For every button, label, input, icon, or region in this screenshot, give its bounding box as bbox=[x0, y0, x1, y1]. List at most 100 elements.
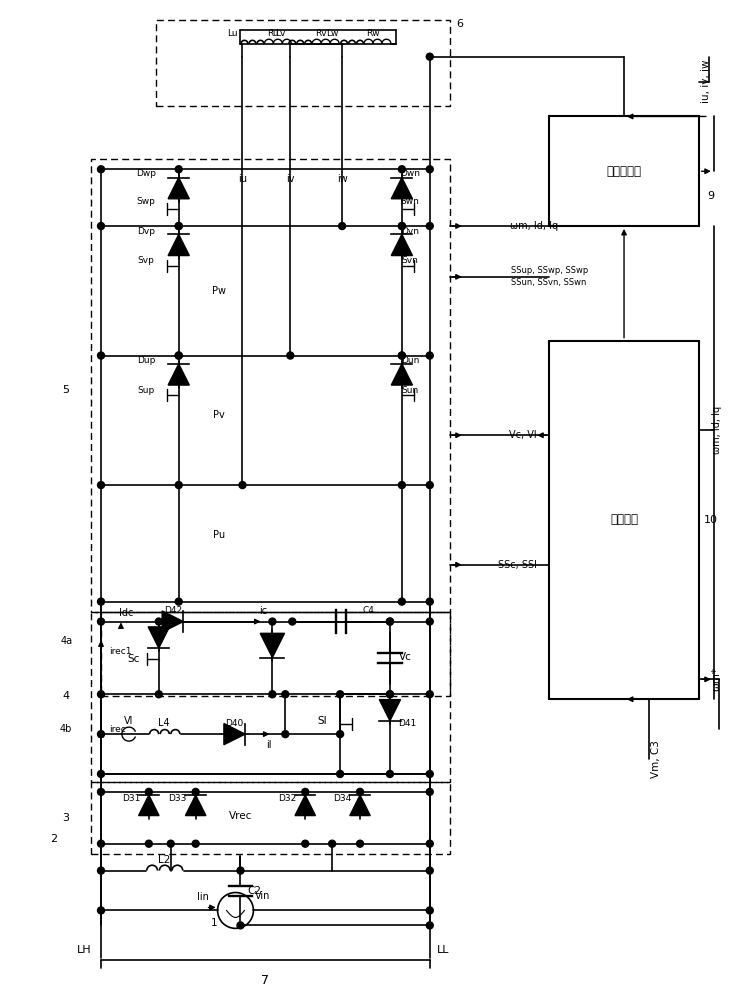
Text: 4: 4 bbox=[63, 691, 70, 701]
Bar bbox=[91, 782, 450, 854]
Circle shape bbox=[301, 788, 309, 795]
Circle shape bbox=[175, 223, 182, 230]
Text: irec1: irec1 bbox=[109, 647, 131, 656]
Circle shape bbox=[426, 840, 433, 847]
Bar bbox=[91, 612, 450, 782]
Text: 1: 1 bbox=[212, 918, 218, 928]
Circle shape bbox=[426, 53, 433, 60]
Circle shape bbox=[97, 618, 105, 625]
Text: Idc: Idc bbox=[119, 608, 133, 618]
Circle shape bbox=[426, 166, 433, 173]
Bar bbox=[549, 341, 699, 699]
Text: 制御装置: 制御装置 bbox=[610, 513, 638, 526]
Text: Svn: Svn bbox=[402, 256, 419, 265]
Text: Vc, Vl: Vc, Vl bbox=[509, 430, 537, 440]
Text: Pw: Pw bbox=[212, 286, 226, 296]
Text: Vin: Vin bbox=[255, 891, 270, 901]
Polygon shape bbox=[148, 627, 170, 648]
Circle shape bbox=[97, 840, 105, 847]
Polygon shape bbox=[391, 234, 413, 256]
Polygon shape bbox=[168, 234, 189, 256]
Text: ic: ic bbox=[259, 606, 268, 616]
Text: il: il bbox=[265, 740, 271, 750]
Circle shape bbox=[337, 770, 343, 777]
Polygon shape bbox=[295, 795, 315, 816]
Text: L2: L2 bbox=[158, 855, 170, 865]
Circle shape bbox=[289, 618, 296, 625]
Circle shape bbox=[329, 840, 335, 847]
Text: D33: D33 bbox=[169, 794, 187, 803]
Circle shape bbox=[156, 618, 162, 625]
Circle shape bbox=[399, 223, 405, 230]
Text: Dup: Dup bbox=[136, 356, 155, 365]
Circle shape bbox=[239, 482, 246, 489]
Circle shape bbox=[97, 223, 105, 230]
Text: Sl: Sl bbox=[318, 716, 327, 726]
Circle shape bbox=[301, 840, 309, 847]
Circle shape bbox=[426, 598, 433, 605]
Circle shape bbox=[97, 788, 105, 795]
Polygon shape bbox=[391, 178, 413, 199]
Text: Sun: Sun bbox=[401, 386, 419, 395]
Circle shape bbox=[386, 691, 394, 698]
Text: 5: 5 bbox=[63, 385, 69, 395]
Text: Dvn: Dvn bbox=[401, 227, 419, 236]
Circle shape bbox=[426, 482, 433, 489]
Circle shape bbox=[97, 482, 105, 489]
Circle shape bbox=[426, 907, 433, 914]
Circle shape bbox=[426, 788, 433, 795]
Circle shape bbox=[399, 166, 405, 173]
Text: Vc: Vc bbox=[399, 652, 411, 662]
Text: Lu: Lu bbox=[227, 29, 238, 38]
Circle shape bbox=[175, 223, 182, 230]
Circle shape bbox=[337, 731, 343, 738]
Circle shape bbox=[175, 598, 182, 605]
Text: D42: D42 bbox=[164, 606, 182, 615]
Text: Iin: Iin bbox=[197, 892, 209, 902]
Circle shape bbox=[426, 691, 433, 698]
Bar bbox=[91, 159, 450, 612]
Circle shape bbox=[145, 788, 153, 795]
Text: Dwp: Dwp bbox=[136, 169, 156, 178]
Polygon shape bbox=[260, 633, 284, 658]
Polygon shape bbox=[168, 364, 189, 385]
Bar bbox=[549, 116, 699, 226]
Text: D32: D32 bbox=[278, 794, 296, 803]
Circle shape bbox=[386, 691, 394, 698]
Circle shape bbox=[357, 788, 363, 795]
Text: ωm*: ωm* bbox=[712, 667, 722, 691]
Text: Lw: Lw bbox=[326, 29, 338, 38]
Bar bbox=[156, 20, 450, 106]
Text: 7: 7 bbox=[262, 974, 270, 987]
Text: D40: D40 bbox=[226, 719, 244, 728]
Circle shape bbox=[426, 618, 433, 625]
Text: SSc, SSl: SSc, SSl bbox=[498, 560, 537, 570]
Circle shape bbox=[175, 352, 182, 359]
Circle shape bbox=[175, 352, 182, 359]
Circle shape bbox=[338, 223, 346, 230]
Circle shape bbox=[399, 223, 405, 230]
Text: 4a: 4a bbox=[60, 636, 72, 646]
Text: D34: D34 bbox=[333, 794, 352, 803]
Circle shape bbox=[386, 618, 394, 625]
Text: Sc: Sc bbox=[128, 654, 140, 664]
Text: Pu: Pu bbox=[212, 530, 225, 540]
Circle shape bbox=[167, 840, 174, 847]
Text: Svp: Svp bbox=[137, 256, 154, 265]
Text: Sup: Sup bbox=[137, 386, 155, 395]
Polygon shape bbox=[168, 178, 189, 199]
Text: 速度検測部: 速度検測部 bbox=[607, 165, 641, 178]
Circle shape bbox=[97, 907, 105, 914]
Circle shape bbox=[97, 598, 105, 605]
Text: 3: 3 bbox=[63, 813, 69, 823]
Circle shape bbox=[426, 922, 433, 929]
Text: LL: LL bbox=[436, 945, 449, 955]
Text: 9: 9 bbox=[707, 191, 714, 201]
Text: SSup, SSwp, SSwp: SSup, SSwp, SSwp bbox=[511, 266, 589, 275]
Circle shape bbox=[426, 770, 433, 777]
Circle shape bbox=[97, 770, 105, 777]
Circle shape bbox=[337, 691, 343, 698]
Circle shape bbox=[97, 867, 105, 874]
Circle shape bbox=[97, 166, 105, 173]
Circle shape bbox=[399, 482, 405, 489]
